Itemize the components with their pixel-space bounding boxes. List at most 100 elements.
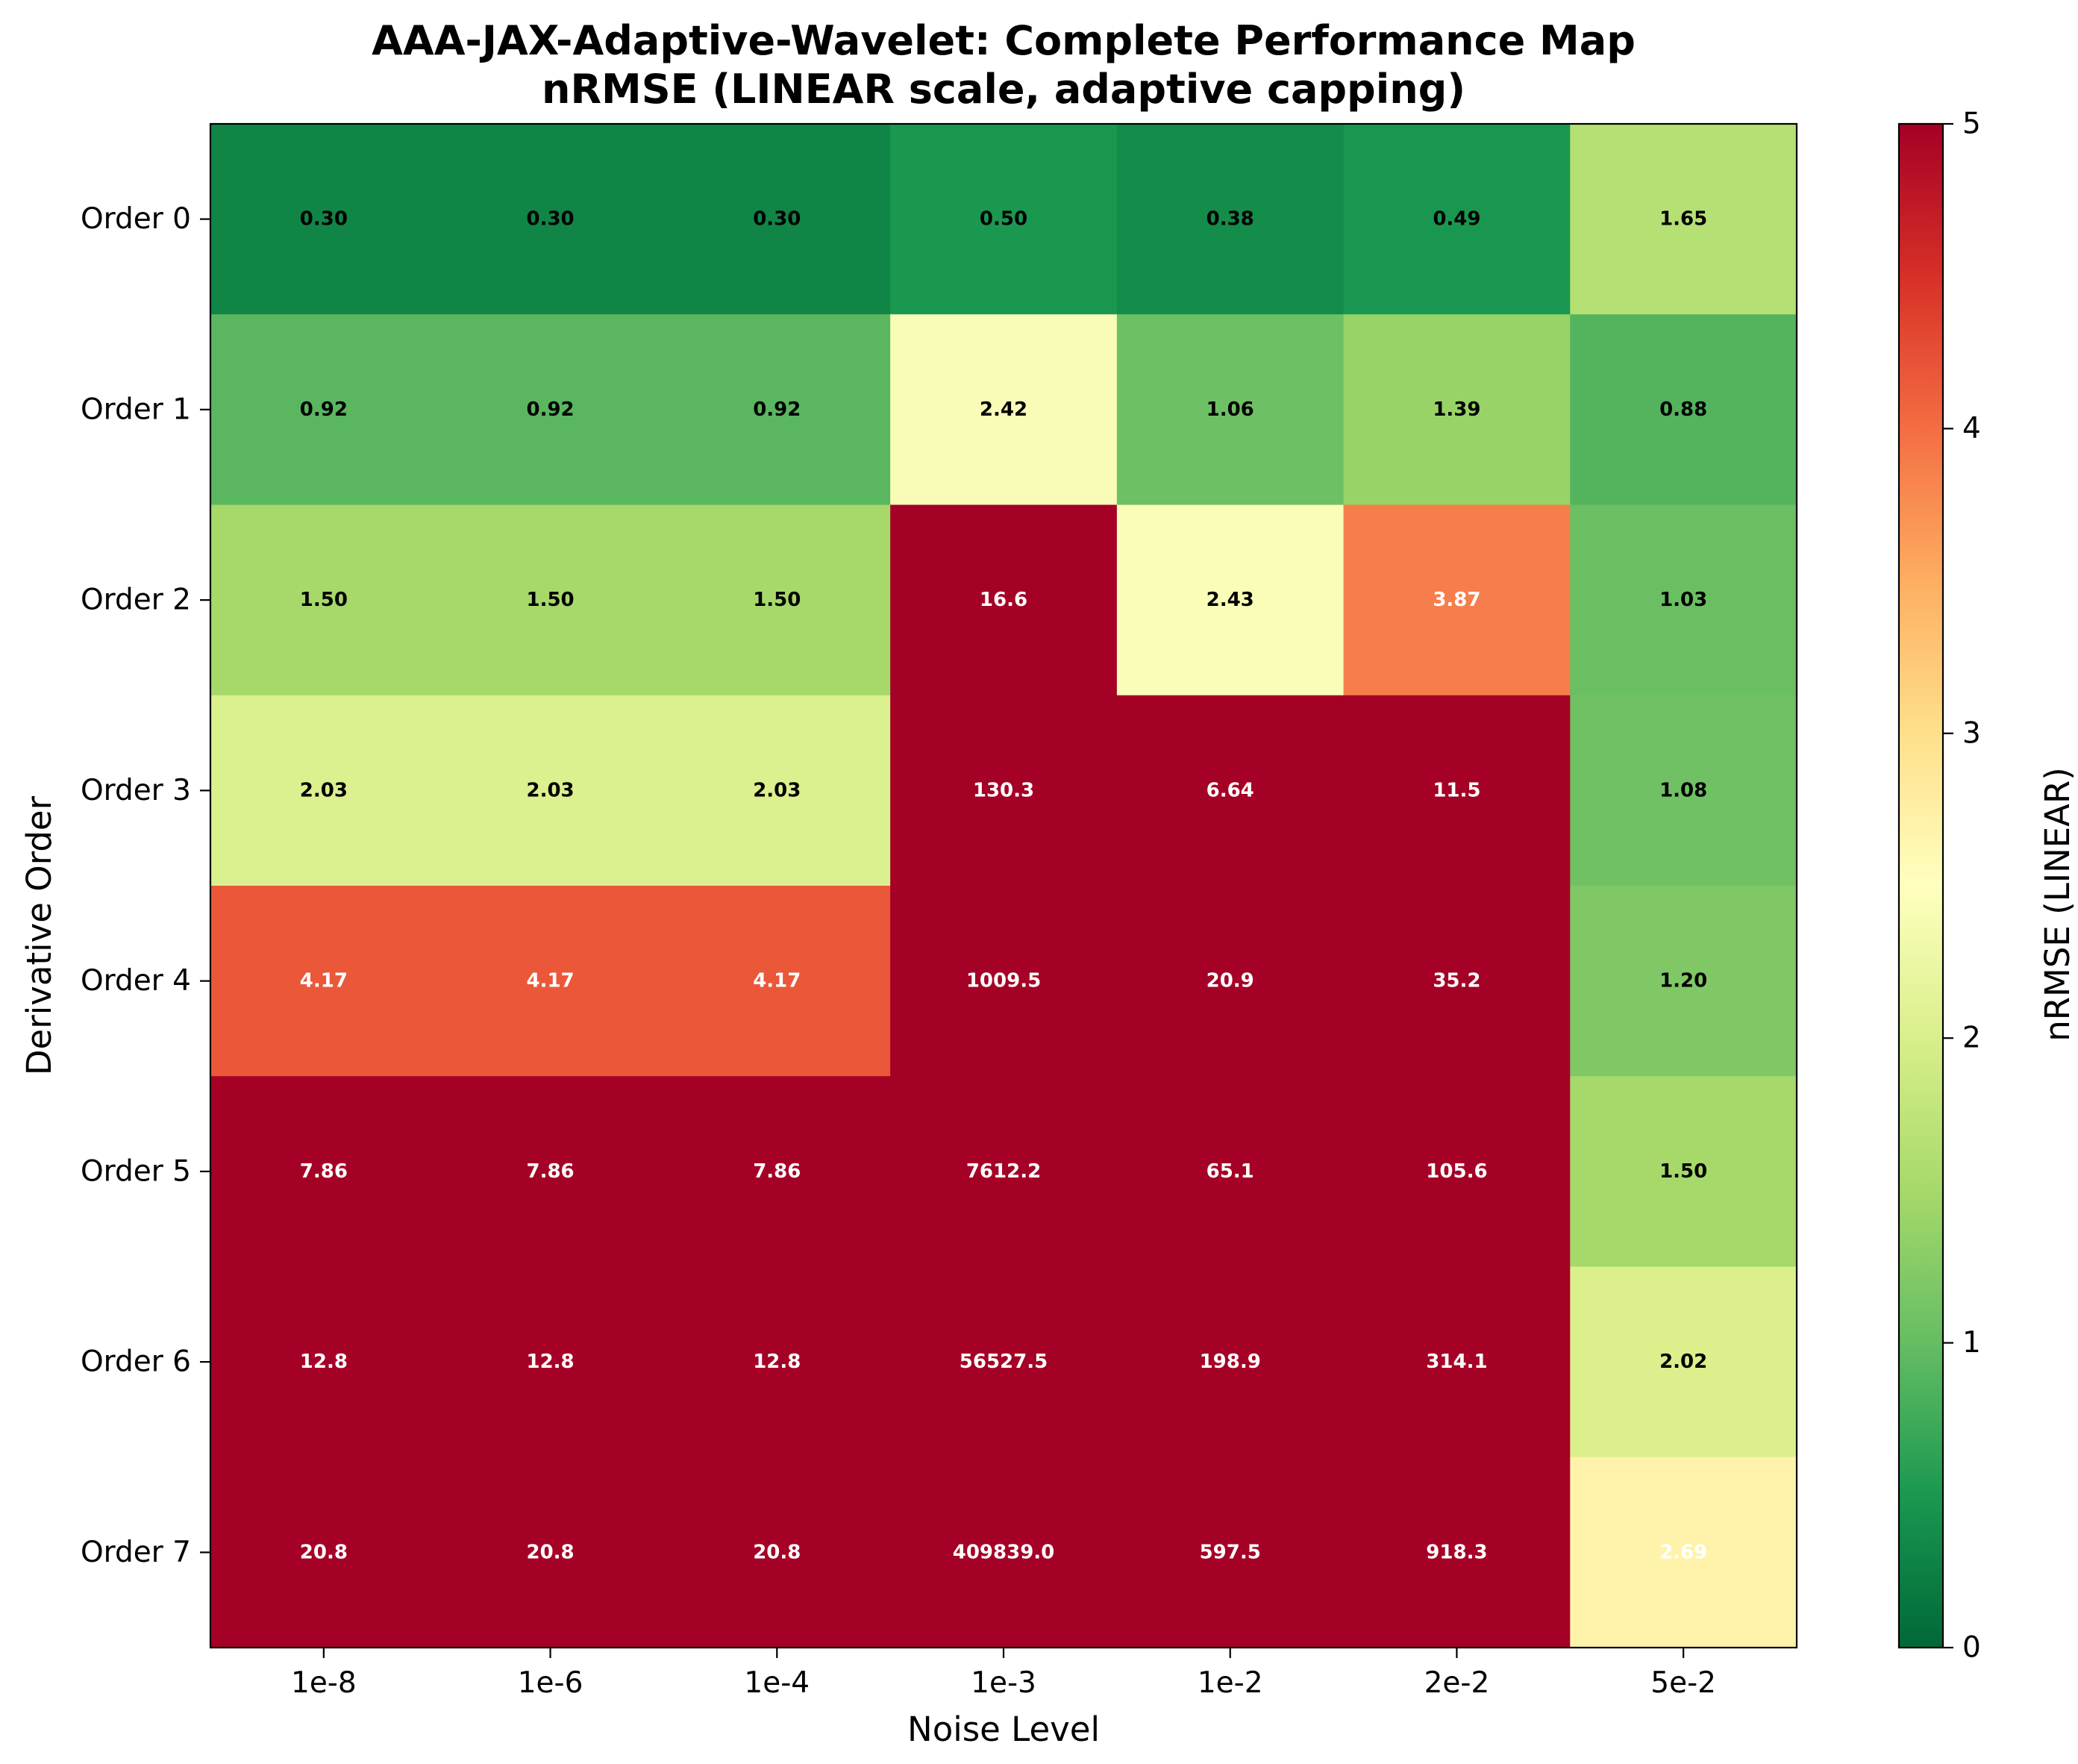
heatmap-cell-label: 2.69 — [1659, 1541, 1707, 1563]
heatmap-cell — [210, 1266, 438, 1458]
heatmap-cell — [1570, 314, 1797, 505]
heatmap-cell-label: 2.03 — [753, 779, 801, 801]
colorbar-gradient — [1897, 122, 1944, 1649]
colorbar-tick-label: 0 — [1962, 1631, 1981, 1665]
heatmap-cell-label: 1.20 — [1659, 970, 1707, 992]
colorbar-tick-label: 2 — [1962, 1022, 1981, 1055]
heatmap-cell — [890, 504, 1118, 696]
heatmap-cell-label: 1.03 — [1659, 589, 1707, 611]
heatmap-cell-label: 7612.2 — [966, 1160, 1041, 1183]
heatmap-cell — [890, 314, 1118, 505]
heatmap-cell-label: 1.65 — [1659, 208, 1707, 231]
heatmap-cell-label: 0.88 — [1659, 398, 1707, 421]
y-tick-label: Order 2 — [81, 584, 191, 617]
heatmap-cell — [890, 886, 1118, 1077]
heatmap-cell-label: 0.92 — [300, 398, 348, 421]
heatmap-cell-label: 1.50 — [753, 589, 801, 611]
heatmap-cell-label: 20.8 — [300, 1541, 348, 1563]
heatmap-cell-label: 7.86 — [300, 1160, 348, 1183]
heatmap-cell — [436, 1076, 664, 1267]
heatmap-cell-label: 12.8 — [753, 1351, 801, 1373]
heatmap-cell-label: 0.92 — [753, 398, 801, 421]
heatmap-cell-label: 2.43 — [1207, 589, 1254, 611]
heatmap-cell-label: 130.3 — [973, 779, 1034, 801]
heatmap-cell-label: 0.30 — [300, 208, 348, 231]
heatmap-cell — [890, 1076, 1118, 1267]
heatmap-cell — [436, 124, 664, 315]
heatmap-cell — [1116, 886, 1345, 1077]
y-axis-ticks: Order 0 Order 1 Order 2 Order 3 Order 4 Order… — [81, 202, 210, 1569]
heatmap-cell-label: 0.92 — [526, 398, 574, 421]
heatmap-cell-label: 16.6 — [980, 589, 1027, 611]
heatmap-cell — [1570, 504, 1797, 696]
heatmap-cell — [436, 1457, 664, 1648]
y-tick-label: Order 3 — [81, 774, 191, 807]
colorbar-ticks: 0 1 2 3 4 5 — [1943, 107, 1981, 1665]
heatmap-cell-label: 7.86 — [753, 1160, 801, 1183]
heatmap-cell — [436, 1266, 664, 1458]
heatmap-cell-label: 20.8 — [526, 1541, 574, 1563]
heatmap-cell — [1343, 124, 1571, 315]
heatmap-cell — [210, 314, 438, 505]
heatmap-cell — [1343, 1076, 1571, 1267]
heatmap-cell — [663, 1266, 891, 1458]
heatmap-cell-label: 6.64 — [1207, 779, 1254, 801]
heatmap-cell-label: 2.03 — [526, 779, 574, 801]
heatmap-cell — [210, 1457, 438, 1648]
heatmap-cell — [1570, 124, 1797, 315]
heatmap-cell — [1570, 1457, 1797, 1648]
heatmap-cell — [436, 886, 664, 1077]
heatmap-cell — [1116, 695, 1345, 886]
heatmap-cell-label: 3.87 — [1433, 589, 1480, 611]
heatmap-cell-label: 597.5 — [1200, 1541, 1261, 1563]
heatmap-cell — [210, 695, 438, 886]
heatmap-cell — [1116, 504, 1345, 696]
heatmap-cell — [1570, 886, 1797, 1077]
heatmap-cell — [1116, 1076, 1345, 1267]
heatmap-cell-label: 1.50 — [526, 589, 574, 611]
x-tick-label: 1e-4 — [744, 1666, 810, 1700]
heatmap-cell-label: 0.30 — [753, 208, 801, 231]
colorbar-tick-label: 3 — [1962, 716, 1981, 750]
y-tick-label: Order 6 — [81, 1345, 191, 1379]
heatmap-cell — [890, 1266, 1118, 1458]
heatmap-cell — [890, 124, 1118, 315]
heatmap-cell-labels: 0.30 0.30 0.30 0.50 0.38 0.49 1.65 0.92 0.92 0.92… — [300, 208, 1707, 1564]
heatmap-cell-label: 0.38 — [1207, 208, 1254, 231]
x-tick-label: 2e-2 — [1424, 1666, 1490, 1700]
chart-subtitle: nRMSE (LINEAR scale, adaptive capping) — [542, 66, 1465, 113]
heatmap-cell — [1343, 314, 1571, 505]
heatmap-cell — [1116, 1457, 1345, 1648]
heatmap-cell-label: 4.17 — [526, 970, 574, 992]
heatmap-cell — [1570, 1076, 1797, 1267]
heatmap-cell — [210, 1076, 438, 1267]
heatmap-cell-label: 1.50 — [1659, 1160, 1707, 1183]
x-tick-label: 5e-2 — [1650, 1666, 1716, 1700]
heatmap-cell — [663, 314, 891, 505]
heatmap-cell-label: 4.17 — [300, 970, 348, 992]
heatmap-cell-label: 0.49 — [1433, 208, 1480, 231]
x-tick-label: 1e-8 — [291, 1666, 357, 1700]
heatmap-cell — [1343, 1457, 1571, 1648]
heatmap-cell-label: 1.06 — [1207, 398, 1254, 421]
y-tick-label: Order 5 — [81, 1154, 191, 1188]
heatmap-cell — [1116, 1266, 1345, 1458]
colorbar-tick-label: 4 — [1962, 412, 1981, 445]
heatmap-cell — [890, 1457, 1118, 1648]
heatmap-cell — [663, 1457, 891, 1648]
heatmap-cell-label: 7.86 — [526, 1160, 574, 1183]
heatmap-cell — [890, 695, 1118, 886]
heatmap-cell-label: 1009.5 — [966, 970, 1041, 992]
x-axis-label: Noise Level — [907, 1710, 1100, 1749]
x-tick-label: 1e-2 — [1198, 1666, 1263, 1700]
heatmap-cell — [210, 504, 438, 696]
heatmap-cell — [663, 886, 891, 1077]
heatmap-cell-label: 35.2 — [1433, 970, 1480, 992]
y-tick-label: Order 7 — [81, 1536, 191, 1569]
heatmap-cell — [663, 124, 891, 315]
chart-title: AAA-JAX-Adaptive-Wavelet: Complete Perfo… — [372, 17, 1636, 64]
heatmap-cell — [663, 1076, 891, 1267]
y-axis-label: Derivative Order — [19, 795, 59, 1075]
heatmap-cell — [1343, 886, 1571, 1077]
